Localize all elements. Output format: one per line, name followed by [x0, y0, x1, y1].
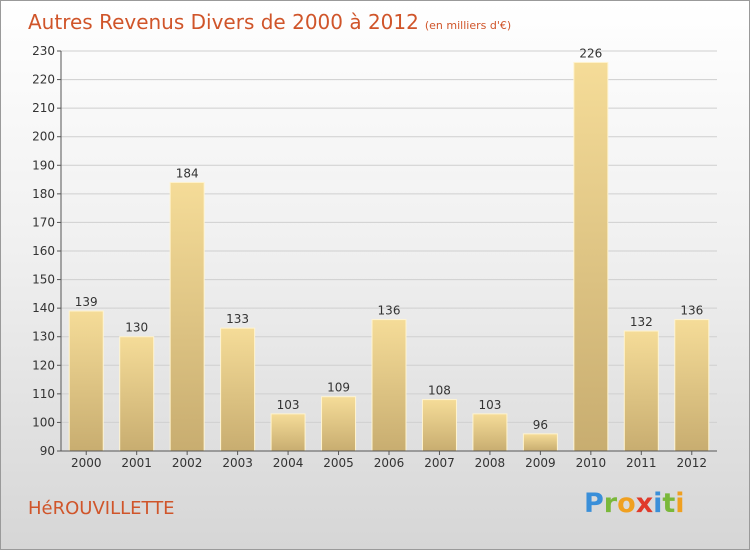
data-label: 136 [680, 304, 703, 318]
x-tick-label: 2011 [626, 456, 657, 470]
chart-title: Autres Revenus Divers de 2000 à 2012 (en … [28, 10, 511, 34]
y-tick-label: 110 [32, 387, 55, 401]
labels: 90 100 110 120 130 140 150 160 170 180 190 200 210 22… [32, 44, 707, 470]
proxiti-logo: Proxiti [584, 488, 685, 519]
bar-2001 [119, 336, 155, 452]
chart-title-text: Autres Revenus Divers de 2000 à 2012 [28, 10, 419, 34]
y-tick-label: 180 [32, 187, 55, 201]
y-tick-label: 190 [32, 158, 55, 172]
data-label: 133 [226, 312, 249, 326]
data-label: 96 [533, 418, 548, 432]
logo-letter: P [584, 488, 604, 519]
data-label: 130 [125, 321, 148, 335]
data-label: 139 [75, 295, 98, 309]
y-tick-label: 150 [32, 273, 55, 287]
y-tick-label: 140 [32, 301, 55, 315]
logo-letter: i [675, 488, 685, 519]
x-tick-label: 2001 [121, 456, 152, 470]
x-tick-label: 2004 [273, 456, 304, 470]
y-tick-label: 200 [32, 130, 55, 144]
bar-2003 [220, 327, 256, 452]
x-tick-label: 2005 [323, 456, 354, 470]
data-label: 136 [378, 304, 401, 318]
y-tick-label: 220 [32, 73, 55, 87]
bar-2008 [472, 413, 508, 452]
y-tick-label: 170 [32, 215, 55, 229]
bar-2007 [421, 399, 457, 452]
bar-2009 [522, 433, 558, 452]
logo-letter: x [635, 488, 654, 519]
commune-name: HéROUVILLETTE [28, 498, 175, 519]
logo-letter: o [617, 488, 636, 519]
data-label: 108 [428, 384, 451, 398]
logo-letter: t [662, 488, 676, 519]
x-tick-label: 2012 [676, 456, 707, 470]
y-tick-label: 210 [32, 101, 55, 115]
bar-2002 [169, 181, 205, 452]
chart-subtitle: (en milliers d'€) [424, 19, 512, 32]
bar-2011 [623, 330, 659, 452]
x-tick-label: 2010 [576, 456, 607, 470]
bar-2012 [674, 319, 710, 452]
logo-letter: r [603, 488, 618, 519]
data-label: 103 [478, 398, 501, 412]
bar-2010 [573, 61, 609, 452]
y-tick-label: 230 [32, 44, 55, 58]
bar-2006 [371, 319, 407, 452]
y-tick-label: 120 [32, 358, 55, 372]
x-tick-label: 2000 [71, 456, 102, 470]
y-tick-label: 100 [32, 415, 55, 429]
x-tick-label: 2002 [172, 456, 203, 470]
x-tick-label: 2008 [475, 456, 506, 470]
y-tick-label: 160 [32, 244, 55, 258]
bar-2005 [321, 396, 357, 452]
data-label: 109 [327, 381, 350, 395]
data-label: 103 [277, 398, 300, 412]
bar-2004 [270, 413, 306, 452]
data-label: 226 [579, 46, 602, 60]
data-label: 184 [176, 166, 199, 180]
axes [57, 50, 717, 455]
y-tick-label: 90 [40, 444, 55, 458]
x-tick-label: 2003 [222, 456, 253, 470]
logo-letter: i [653, 488, 663, 519]
x-tick-label: 2007 [424, 456, 455, 470]
bars [68, 61, 710, 452]
data-label: 132 [630, 315, 653, 329]
x-tick-label: 2009 [525, 456, 556, 470]
x-tick-label: 2006 [374, 456, 405, 470]
y-tick-label: 130 [32, 330, 55, 344]
bar-2000 [68, 310, 104, 452]
